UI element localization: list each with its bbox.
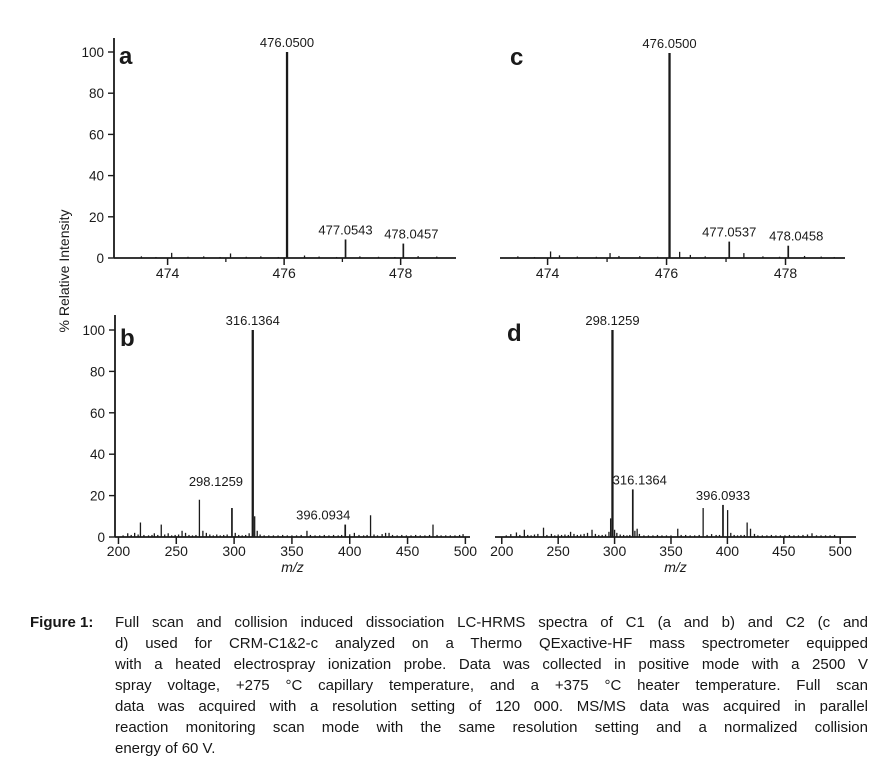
peak-label: 298.1259 <box>189 474 243 489</box>
figure-caption: Figure 1: Full scan and collision induce… <box>30 612 868 759</box>
x-tick-label: 300 <box>603 543 627 559</box>
x-tick-label: 300 <box>222 543 246 559</box>
y-tick-label: 20 <box>90 489 105 504</box>
x-tick-label: 500 <box>829 543 853 559</box>
spectrum-panel-c: 474 476 478 476.0500 477.0537 478.0458 c <box>500 36 845 281</box>
panel-letter-a: a <box>119 43 133 70</box>
panel-letter-c: c <box>510 44 523 71</box>
figure-caption-line: Full scan and collision induced dissocia… <box>115 614 868 631</box>
figure-caption-line: energy of 60 V. <box>115 740 216 757</box>
x-tick-label: 200 <box>107 543 131 559</box>
x-tick-label: 450 <box>772 543 796 559</box>
peak-label: 298.1259 <box>585 313 639 328</box>
y-axis-title: % Relative Intensity <box>56 210 72 333</box>
y-tick-label: 0 <box>97 530 105 545</box>
x-tick-label: 450 <box>396 543 420 559</box>
figure-caption-line: reaction monitoring scan mode with the s… <box>115 719 868 736</box>
x-tick-label: 474 <box>156 265 180 281</box>
x-tick-label: 250 <box>546 543 570 559</box>
x-tick-label: 474 <box>536 265 560 281</box>
x-tick-label: 200 <box>490 543 514 559</box>
y-tick-label: 0 <box>96 251 104 266</box>
x-tick-label: 478 <box>389 265 413 281</box>
figure-caption-body: Full scan and collision induced dissocia… <box>115 612 868 759</box>
figure-caption-line: d) used for CRM-C1&2-c analyzed on a The… <box>115 635 868 652</box>
y-tick-label: 80 <box>89 86 104 101</box>
mass-spectra-figure: 474 476 478 0 20 40 60 80 100 476.0500 477.0543 478… <box>56 35 856 575</box>
peak-label: 476.0500 <box>260 35 314 50</box>
x-axis-title: m/z <box>281 559 304 575</box>
y-tick-label: 60 <box>90 406 105 421</box>
y-tick-label: 100 <box>81 45 104 60</box>
y-tick-label: 20 <box>89 210 104 225</box>
spectrum-panel-d: 200 250 300 350 400 450 500 298.1259 316.1364 396… <box>490 313 856 575</box>
peak-label: 478.0458 <box>769 229 823 244</box>
x-axis-title: m/z <box>664 559 687 575</box>
x-tick-label: 500 <box>454 543 478 559</box>
figure-caption-line: spray voltage, +275 °C capillary tempera… <box>115 677 868 694</box>
peak-label: 316.1364 <box>226 313 280 328</box>
peak-label: 477.0543 <box>318 222 372 237</box>
peak-label: 396.0933 <box>696 488 750 503</box>
spectrum-panel-a: 474 476 478 0 20 40 60 80 100 476.0500 477.0543 478… <box>81 35 456 281</box>
y-tick-label: 80 <box>90 364 105 379</box>
peak-label: 476.0500 <box>642 36 696 51</box>
figure-caption-label: Figure 1: <box>30 614 94 631</box>
y-tick-label: 40 <box>90 447 105 462</box>
y-tick-label: 100 <box>82 323 105 338</box>
peak-label: 316.1364 <box>613 472 667 487</box>
panel-letter-b: b <box>120 325 135 352</box>
panel-letter-d: d <box>507 320 522 347</box>
x-tick-label: 350 <box>280 543 304 559</box>
x-tick-label: 250 <box>165 543 189 559</box>
y-tick-label: 60 <box>89 127 104 142</box>
figure-caption-line: data was acquired with a resolution sett… <box>115 698 868 715</box>
spectrum-panel-b: 200 250 300 350 400 450 500 0 20 40 60 80 100 298.125… <box>82 313 477 575</box>
x-tick-label: 350 <box>659 543 683 559</box>
y-tick-label: 40 <box>89 169 104 184</box>
x-tick-label: 400 <box>338 543 362 559</box>
x-tick-label: 476 <box>272 265 296 281</box>
peak-label: 477.0537 <box>702 225 756 240</box>
x-tick-label: 478 <box>774 265 798 281</box>
x-tick-label: 400 <box>716 543 740 559</box>
peak-label: 396.0934 <box>296 508 350 523</box>
x-tick-label: 476 <box>655 265 679 281</box>
figure-caption-line: with a heated electrospray ionization pr… <box>115 656 868 673</box>
peak-label: 478.0457 <box>384 227 438 242</box>
